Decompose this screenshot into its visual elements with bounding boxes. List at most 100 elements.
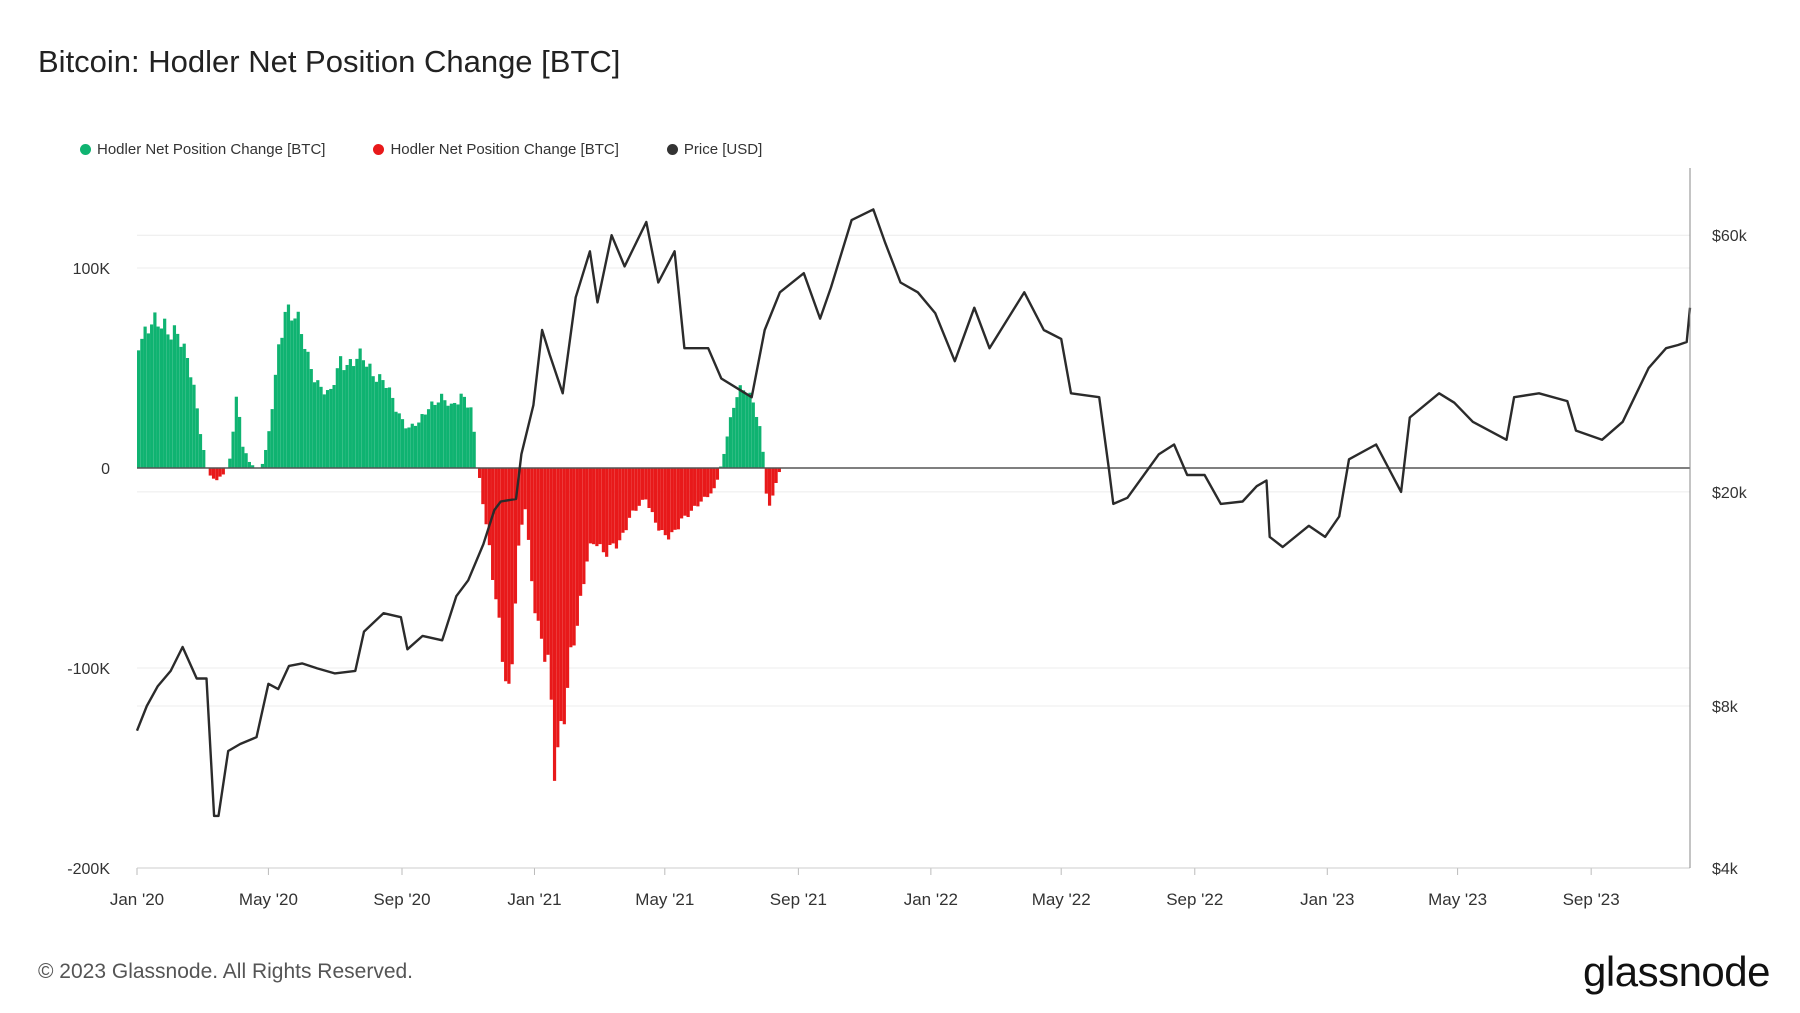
price-line-group xyxy=(135,208,1692,818)
net-position-bar xyxy=(634,468,638,511)
net-position-bar xyxy=(657,468,661,531)
net-position-bar xyxy=(456,404,460,468)
net-position-bar xyxy=(741,390,746,468)
net-position-bar xyxy=(683,468,687,516)
net-position-bar xyxy=(647,468,651,509)
legend-label-red: Hodler Net Position Change [BTC] xyxy=(390,141,619,158)
net-position-bar xyxy=(228,458,232,468)
net-position-bar xyxy=(264,449,268,468)
net-position-bar xyxy=(621,468,625,533)
net-position-bar xyxy=(504,468,508,682)
net-position-bar xyxy=(565,468,570,688)
net-position-bar xyxy=(738,385,742,468)
net-position-bar xyxy=(309,369,313,468)
net-position-bar xyxy=(446,405,450,468)
x-tick-label: Jan '20 xyxy=(110,890,164,909)
net-position-bar xyxy=(601,468,606,553)
y-left-tick-label: 0 xyxy=(101,461,110,478)
net-position-bar xyxy=(156,326,160,468)
net-position-bar xyxy=(146,333,150,468)
x-tick-label: Jan '23 xyxy=(1300,890,1354,909)
net-position-bar xyxy=(771,468,775,496)
net-position-bar xyxy=(270,409,274,468)
x-tick-label: May '22 xyxy=(1032,890,1091,909)
net-position-bar xyxy=(751,402,755,468)
net-position-bar xyxy=(582,468,586,585)
net-position-bar xyxy=(273,374,278,468)
net-position-bar xyxy=(283,311,287,468)
net-position-bar xyxy=(439,393,444,468)
net-position-bar xyxy=(546,468,550,655)
net-position-bar xyxy=(614,468,619,549)
net-position-bar xyxy=(513,468,518,604)
net-position-bar xyxy=(637,468,641,506)
net-position-bar xyxy=(715,468,720,480)
y-left-tick-label: -100K xyxy=(67,661,110,678)
net-position-bar xyxy=(303,348,307,468)
net-position-bar xyxy=(543,468,547,662)
net-position-bar xyxy=(153,312,157,468)
net-position-bar xyxy=(680,468,684,519)
x-tick-label: Jan '22 xyxy=(904,890,958,909)
net-position-bar xyxy=(459,393,463,468)
net-position-bar xyxy=(329,388,333,468)
net-position-bar xyxy=(533,468,537,614)
net-position-bar xyxy=(296,311,300,468)
net-position-bar xyxy=(293,318,297,468)
net-position-bar xyxy=(211,468,216,479)
net-position-bar xyxy=(345,364,349,468)
net-position-bar xyxy=(774,468,778,483)
y-left-tick-label: 100K xyxy=(73,261,111,278)
legend-item-green[interactable]: Hodler Net Position Change [BTC] xyxy=(80,141,325,158)
net-position-bar xyxy=(352,366,356,468)
legend-label-price: Price [USD] xyxy=(683,141,763,158)
net-position-bar xyxy=(449,403,453,468)
net-position-bar xyxy=(215,468,219,481)
net-position-bar xyxy=(166,334,170,468)
net-position-bar xyxy=(198,434,203,468)
net-position-bar xyxy=(413,425,418,468)
legend-item-price[interactable]: Price [USD] xyxy=(666,141,763,158)
net-position-bar xyxy=(237,416,242,468)
net-position-bar xyxy=(520,468,524,525)
net-position-bar xyxy=(410,423,414,468)
net-position-bar xyxy=(523,468,527,510)
net-position-bar xyxy=(588,468,592,544)
x-tick-label: Sep '20 xyxy=(373,890,430,909)
net-position-bar xyxy=(407,427,411,468)
net-position-bar xyxy=(423,414,427,468)
net-position-bar xyxy=(722,453,726,468)
axes-group: 100K 0 -100K -200K $60k $20k $8k $4k Jan '20 May … xyxy=(67,168,1748,909)
net-position-bar xyxy=(374,381,379,468)
net-position-bar xyxy=(758,426,762,468)
x-tick-label: May '20 xyxy=(239,890,298,909)
net-position-bar xyxy=(169,339,173,468)
net-position-bar xyxy=(670,468,674,533)
net-position-bar xyxy=(539,468,544,639)
glassnode-logo[interactable]: glassnode xyxy=(1583,948,1770,995)
net-position-bar xyxy=(332,385,336,468)
net-position-bar xyxy=(397,413,401,468)
net-position-bar xyxy=(143,326,147,468)
net-position-bar xyxy=(436,402,440,468)
net-position-bar xyxy=(466,407,470,468)
net-position-bar xyxy=(517,468,521,546)
legend-item-red[interactable]: Hodler Net Position Change [BTC] xyxy=(373,141,619,158)
net-position-bar xyxy=(526,468,531,540)
net-position-bar xyxy=(472,431,476,468)
net-position-bar xyxy=(251,465,255,468)
net-position-bar xyxy=(378,374,382,468)
net-position-bar xyxy=(260,463,265,468)
net-position-bar xyxy=(319,386,323,468)
net-position-bar xyxy=(185,358,190,468)
net-position-bar xyxy=(462,396,467,468)
net-position-bar xyxy=(358,348,362,468)
net-position-bar xyxy=(552,468,557,781)
net-position-bar xyxy=(387,387,392,468)
net-position-bar xyxy=(172,325,177,468)
net-position-bar xyxy=(673,468,677,530)
grid-lines xyxy=(137,234,1690,869)
net-position-bar xyxy=(182,343,186,468)
net-position-bar xyxy=(218,468,222,477)
